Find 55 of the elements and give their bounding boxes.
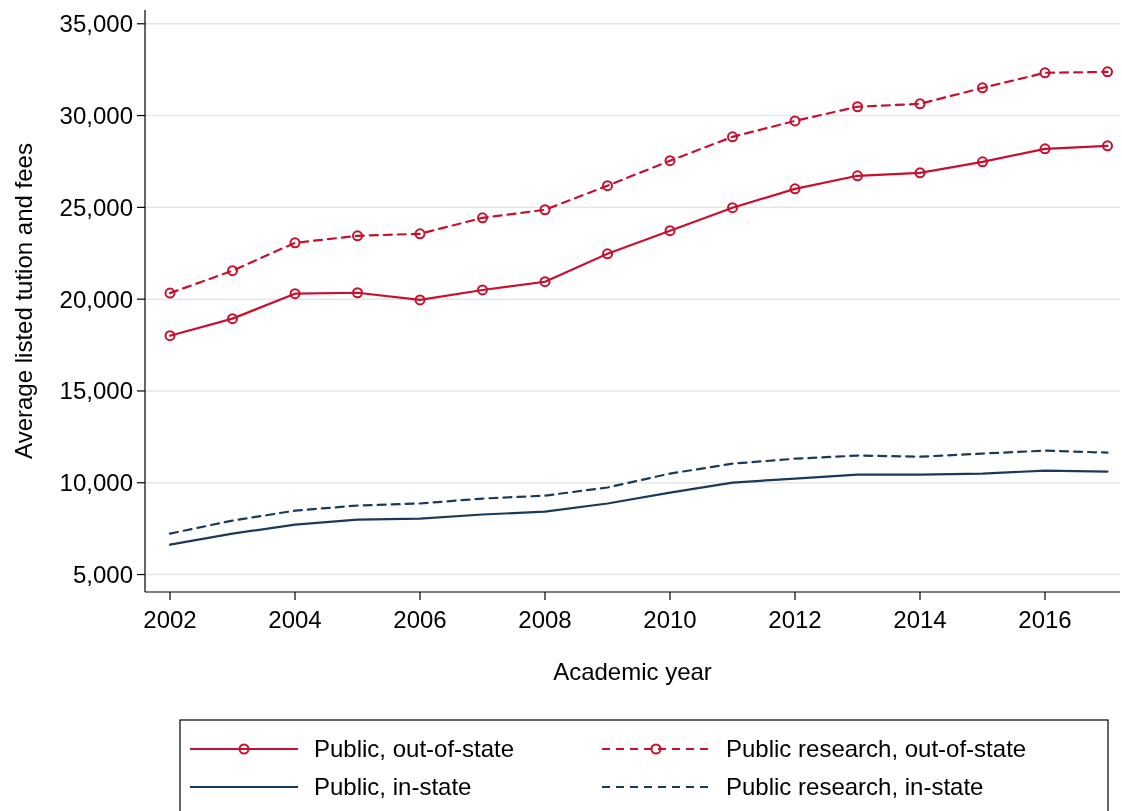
x-tick-label: 2008 [518,606,572,633]
point [727,202,738,214]
x-axis-title: Academic year [553,658,712,685]
point [539,204,551,216]
y-tick-label: 35,000 [59,10,133,38]
point [914,167,926,179]
y-tick-label: 10,000 [59,469,133,497]
legend-label: Public research, in-state [726,773,984,801]
point [477,284,488,296]
point [602,180,613,192]
y-tick-label: 25,000 [59,193,133,221]
legend-label: Public, out-of-state [314,735,515,763]
point [227,313,238,325]
point [789,183,801,195]
point [1039,67,1051,79]
y-tick-label: 5,000 [72,560,133,588]
point [1039,143,1051,155]
point [352,230,363,242]
x-tick-label: 2004 [268,606,322,633]
point [414,228,426,240]
point [789,115,801,127]
legend-label: Public, in-state [314,773,472,801]
point [352,287,363,299]
point [852,101,863,113]
x-tick-label: 2012 [768,606,822,633]
point [664,155,676,167]
x-tick-label: 2006 [393,606,447,633]
x-tick-label: 2002 [143,606,197,633]
point [727,131,738,143]
point [477,212,488,224]
point [289,288,301,300]
x-tick-label: 2014 [893,606,947,633]
point [164,287,176,299]
point [539,276,551,288]
point [914,98,926,110]
x-tick-label: 2016 [1018,606,1072,633]
x-tick-label: 2010 [643,606,697,633]
point [1102,66,1113,78]
point [602,248,613,260]
line-series [168,469,1109,546]
point [977,156,988,168]
point [664,225,676,237]
point [164,330,176,342]
point [1102,140,1113,152]
point [977,82,988,94]
point [289,237,301,249]
point [414,294,426,306]
point [852,170,863,182]
y-tick-label: 20,000 [59,285,133,313]
point [227,265,238,277]
y-tick-label: 15,000 [59,377,133,405]
y-axis-title: Average listed tution and fees [10,143,37,459]
legend-label: Public research, out-of-state [726,735,1027,763]
line-series [168,449,1109,535]
y-tick-label: 30,000 [59,101,133,129]
